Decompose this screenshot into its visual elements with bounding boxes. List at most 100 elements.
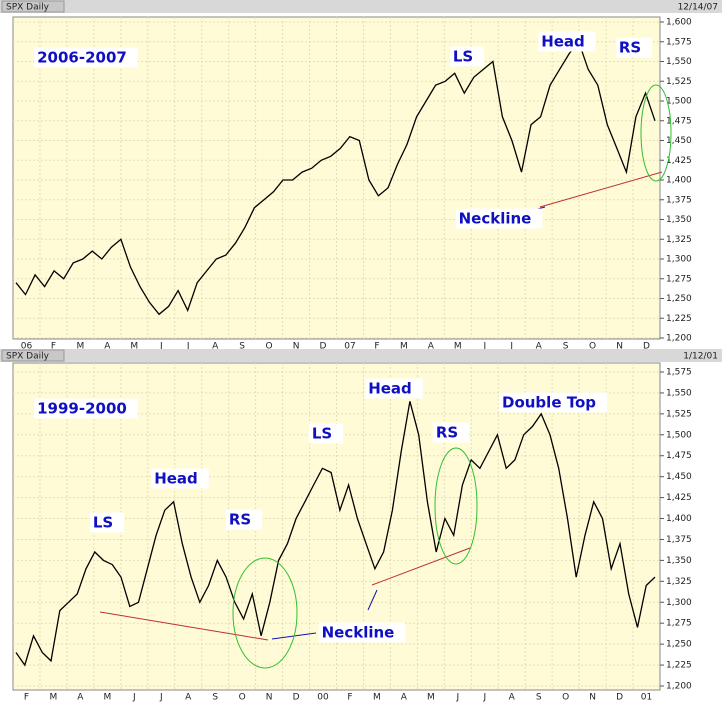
annotation: RS [436, 424, 458, 442]
annotation: LS [93, 514, 113, 532]
x-tick-label: A [104, 342, 111, 352]
annotation: Head [541, 33, 585, 51]
y-tick-label: 1,250 [666, 294, 692, 304]
y-tick-label: 1,400 [666, 514, 692, 524]
x-tick-label: A [509, 693, 516, 702]
x-tick-label: M [103, 693, 111, 702]
y-tick-label: 1,400 [666, 176, 692, 186]
x-tick-label: M [400, 342, 408, 352]
x-tick-label: S [563, 342, 569, 352]
y-tick-label: 1,300 [666, 598, 692, 608]
x-tick-label: J [132, 693, 136, 702]
annotation-box [34, 47, 138, 68]
y-tick-label: 1,225 [666, 314, 692, 324]
y-tick-label: 1,200 [666, 334, 692, 344]
x-tick-label: M [77, 342, 85, 352]
y-tick-label: 1,525 [666, 409, 692, 419]
neckline [99, 611, 269, 641]
highlight-ellipse [640, 84, 672, 182]
y-tick-label: 1,350 [666, 215, 692, 225]
x-tick-label: N [616, 342, 623, 352]
annotation-box [308, 423, 344, 444]
y-tick-label: 1,250 [666, 640, 692, 650]
leader [367, 589, 378, 611]
annotation: RS [229, 511, 251, 529]
y-tick-label: 1,225 [666, 661, 692, 671]
x-tick-label: M [427, 693, 435, 702]
x-tick-label: D [643, 342, 650, 352]
y-tick-label: 1,200 [666, 682, 692, 692]
x-tick-label: J [159, 342, 163, 352]
x-tick-label: M [50, 693, 58, 702]
y-tick-label: 1,450 [666, 472, 692, 482]
annotation-box [432, 422, 470, 443]
y-tick-label: 1,525 [666, 77, 692, 87]
price-line [15, 40, 656, 316]
annotation: Neckline [322, 624, 395, 642]
header-label: SPX Daily [6, 352, 50, 362]
y-tick-label: 1,350 [666, 556, 692, 566]
annotation-box [365, 378, 423, 399]
x-tick-label: N [293, 342, 300, 352]
x-tick-label: A [401, 693, 408, 702]
x-tick-label: O [266, 342, 273, 352]
header-bar [0, 0, 722, 13]
x-tick-label: D [616, 693, 623, 702]
x-tick-label: F [347, 693, 352, 702]
header-label: SPX Daily [6, 3, 50, 13]
x-tick-label: 06 [21, 342, 33, 352]
y-tick-label: 1,425 [666, 493, 692, 503]
annotation-box [34, 398, 138, 419]
y-tick-label: 1,375 [666, 535, 692, 545]
y-tick-label: 1,425 [666, 156, 692, 166]
y-tick-label: 1,325 [666, 577, 692, 587]
highlight-ellipse [232, 557, 298, 669]
x-tick-label: F [51, 342, 56, 352]
y-tick-label: 1,500 [666, 430, 692, 440]
x-tick-label: J [482, 342, 486, 352]
y-tick-label: 1,450 [666, 136, 692, 146]
annotation-box [89, 512, 125, 533]
x-tick-label: J [455, 693, 459, 702]
annotation-box [449, 46, 485, 67]
x-tick-label: A [428, 342, 435, 352]
y-tick-label: 1,375 [666, 195, 692, 205]
x-tick-label: J [159, 693, 163, 702]
y-tick-label: 1,300 [666, 255, 692, 265]
x-tick-label: N [589, 693, 596, 702]
annotation-box [225, 509, 263, 530]
annotation-box [499, 392, 608, 413]
header-date: 12/14/07 [678, 3, 718, 13]
y-tick-label: 1,575 [666, 37, 692, 47]
y-tick-label: 1,550 [666, 388, 692, 398]
x-tick-label: M [454, 342, 462, 352]
x-tick-label: S [239, 342, 245, 352]
y-tick-label: 1,500 [666, 97, 692, 107]
x-tick-label: A [212, 342, 219, 352]
header-bar [0, 349, 722, 362]
x-tick-label: D [320, 342, 327, 352]
x-tick-label: S [212, 693, 218, 702]
annotation: RS [619, 39, 641, 57]
x-tick-label: J [509, 342, 513, 352]
x-tick-label: A [536, 342, 543, 352]
x-tick-label: M [130, 342, 138, 352]
panel: SPX Daily 1/12/01 1,200 1,225 1,250 1,275 1,30… [0, 349, 722, 702]
neckline [539, 171, 663, 208]
x-tick-label: 00 [317, 693, 329, 702]
x-tick-label: O [562, 693, 569, 702]
y-tick-label: 1,475 [666, 451, 692, 461]
x-tick-label: A [185, 693, 192, 702]
y-tick-label: 1,275 [666, 619, 692, 629]
price-line [15, 401, 656, 667]
x-tick-label: O [589, 342, 596, 352]
annotation-box [151, 468, 209, 489]
x-tick-label: S [536, 693, 542, 702]
annotation: 1999-2000 [37, 400, 127, 418]
y-tick-label: 1,600 [666, 18, 692, 28]
x-tick-label: F [374, 342, 379, 352]
panel: SPX Daily 12/14/07 1,200 1,225 1,250 1,275 1,3… [0, 0, 722, 352]
header-tag [1, 349, 65, 362]
x-tick-label: A [77, 693, 84, 702]
